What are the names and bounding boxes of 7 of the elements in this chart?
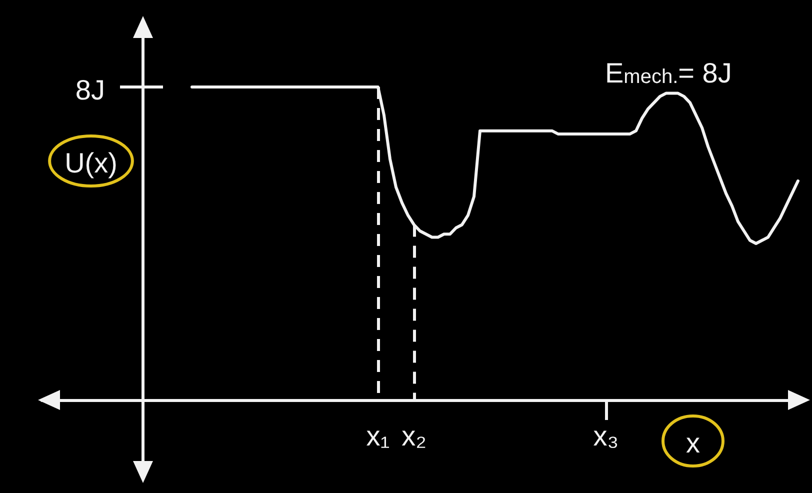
y-axis-title: U(x)	[64, 148, 118, 178]
annotation: Emech.= 8J	[605, 58, 732, 88]
x-tick-label: x₂	[402, 420, 426, 452]
annotation: 8J	[75, 74, 105, 106]
x-tick-label: x₁	[366, 420, 390, 452]
x-axis-title: x	[686, 428, 700, 458]
x-tick-label: x₃	[593, 420, 619, 452]
